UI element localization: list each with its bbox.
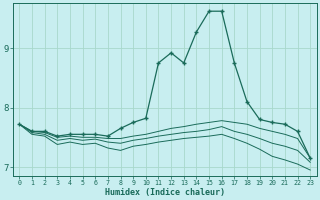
X-axis label: Humidex (Indice chaleur): Humidex (Indice chaleur) — [105, 188, 225, 197]
